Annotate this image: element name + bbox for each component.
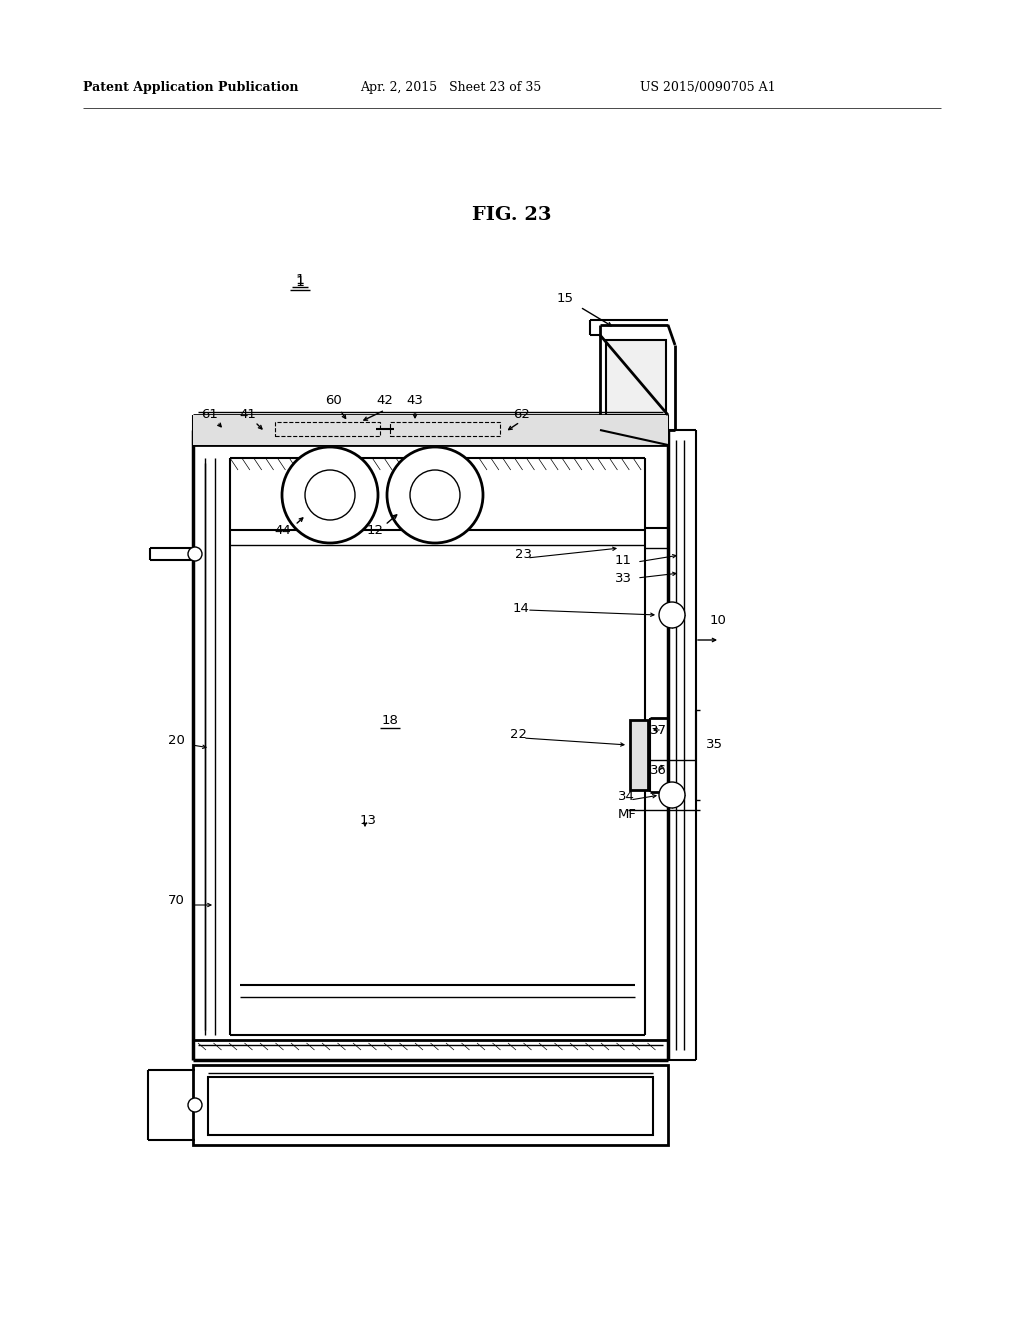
Text: 23: 23 [515, 549, 532, 561]
Bar [208, 1077, 653, 1135]
Circle shape [387, 447, 483, 543]
Text: 14: 14 [513, 602, 529, 615]
Text: 1: 1 [296, 273, 304, 286]
Text: 10: 10 [710, 614, 727, 627]
Circle shape [659, 602, 685, 628]
Bar [275, 422, 380, 436]
Text: 37: 37 [650, 723, 667, 737]
Text: MF: MF [618, 808, 637, 821]
Circle shape [659, 781, 685, 808]
Bar [606, 341, 666, 414]
Text: 60: 60 [326, 393, 342, 407]
Text: Apr. 2, 2015   Sheet 23 of 35: Apr. 2, 2015 Sheet 23 of 35 [360, 82, 542, 95]
Circle shape [410, 470, 460, 520]
Circle shape [282, 447, 378, 543]
Text: 1: 1 [296, 275, 304, 289]
Text: Patent Application Publication: Patent Application Publication [83, 82, 299, 95]
Text: 42: 42 [377, 393, 393, 407]
Text: 61: 61 [202, 408, 218, 421]
Text: 70: 70 [168, 894, 185, 907]
Text: 18: 18 [382, 714, 398, 726]
Bar [390, 422, 500, 436]
Text: 20: 20 [168, 734, 185, 747]
Bar [630, 719, 648, 789]
Text: 13: 13 [360, 813, 377, 826]
Text: 33: 33 [615, 572, 632, 585]
Circle shape [188, 1098, 202, 1111]
Bar [193, 1065, 668, 1144]
Text: 36: 36 [650, 763, 667, 776]
Text: US 2015/0090705 A1: US 2015/0090705 A1 [640, 82, 775, 95]
Text: 62: 62 [514, 408, 530, 421]
Text: 35: 35 [706, 738, 723, 751]
Bar [193, 414, 668, 445]
Text: 11: 11 [615, 553, 632, 566]
Text: 44: 44 [274, 524, 292, 536]
Text: 12: 12 [367, 524, 384, 536]
Circle shape [188, 546, 202, 561]
Circle shape [305, 470, 355, 520]
Text: 43: 43 [407, 393, 424, 407]
Text: 41: 41 [240, 408, 256, 421]
Text: 15: 15 [556, 292, 573, 305]
Text: 22: 22 [510, 729, 527, 742]
Text: 34: 34 [618, 791, 635, 804]
Text: FIG. 23: FIG. 23 [472, 206, 552, 224]
